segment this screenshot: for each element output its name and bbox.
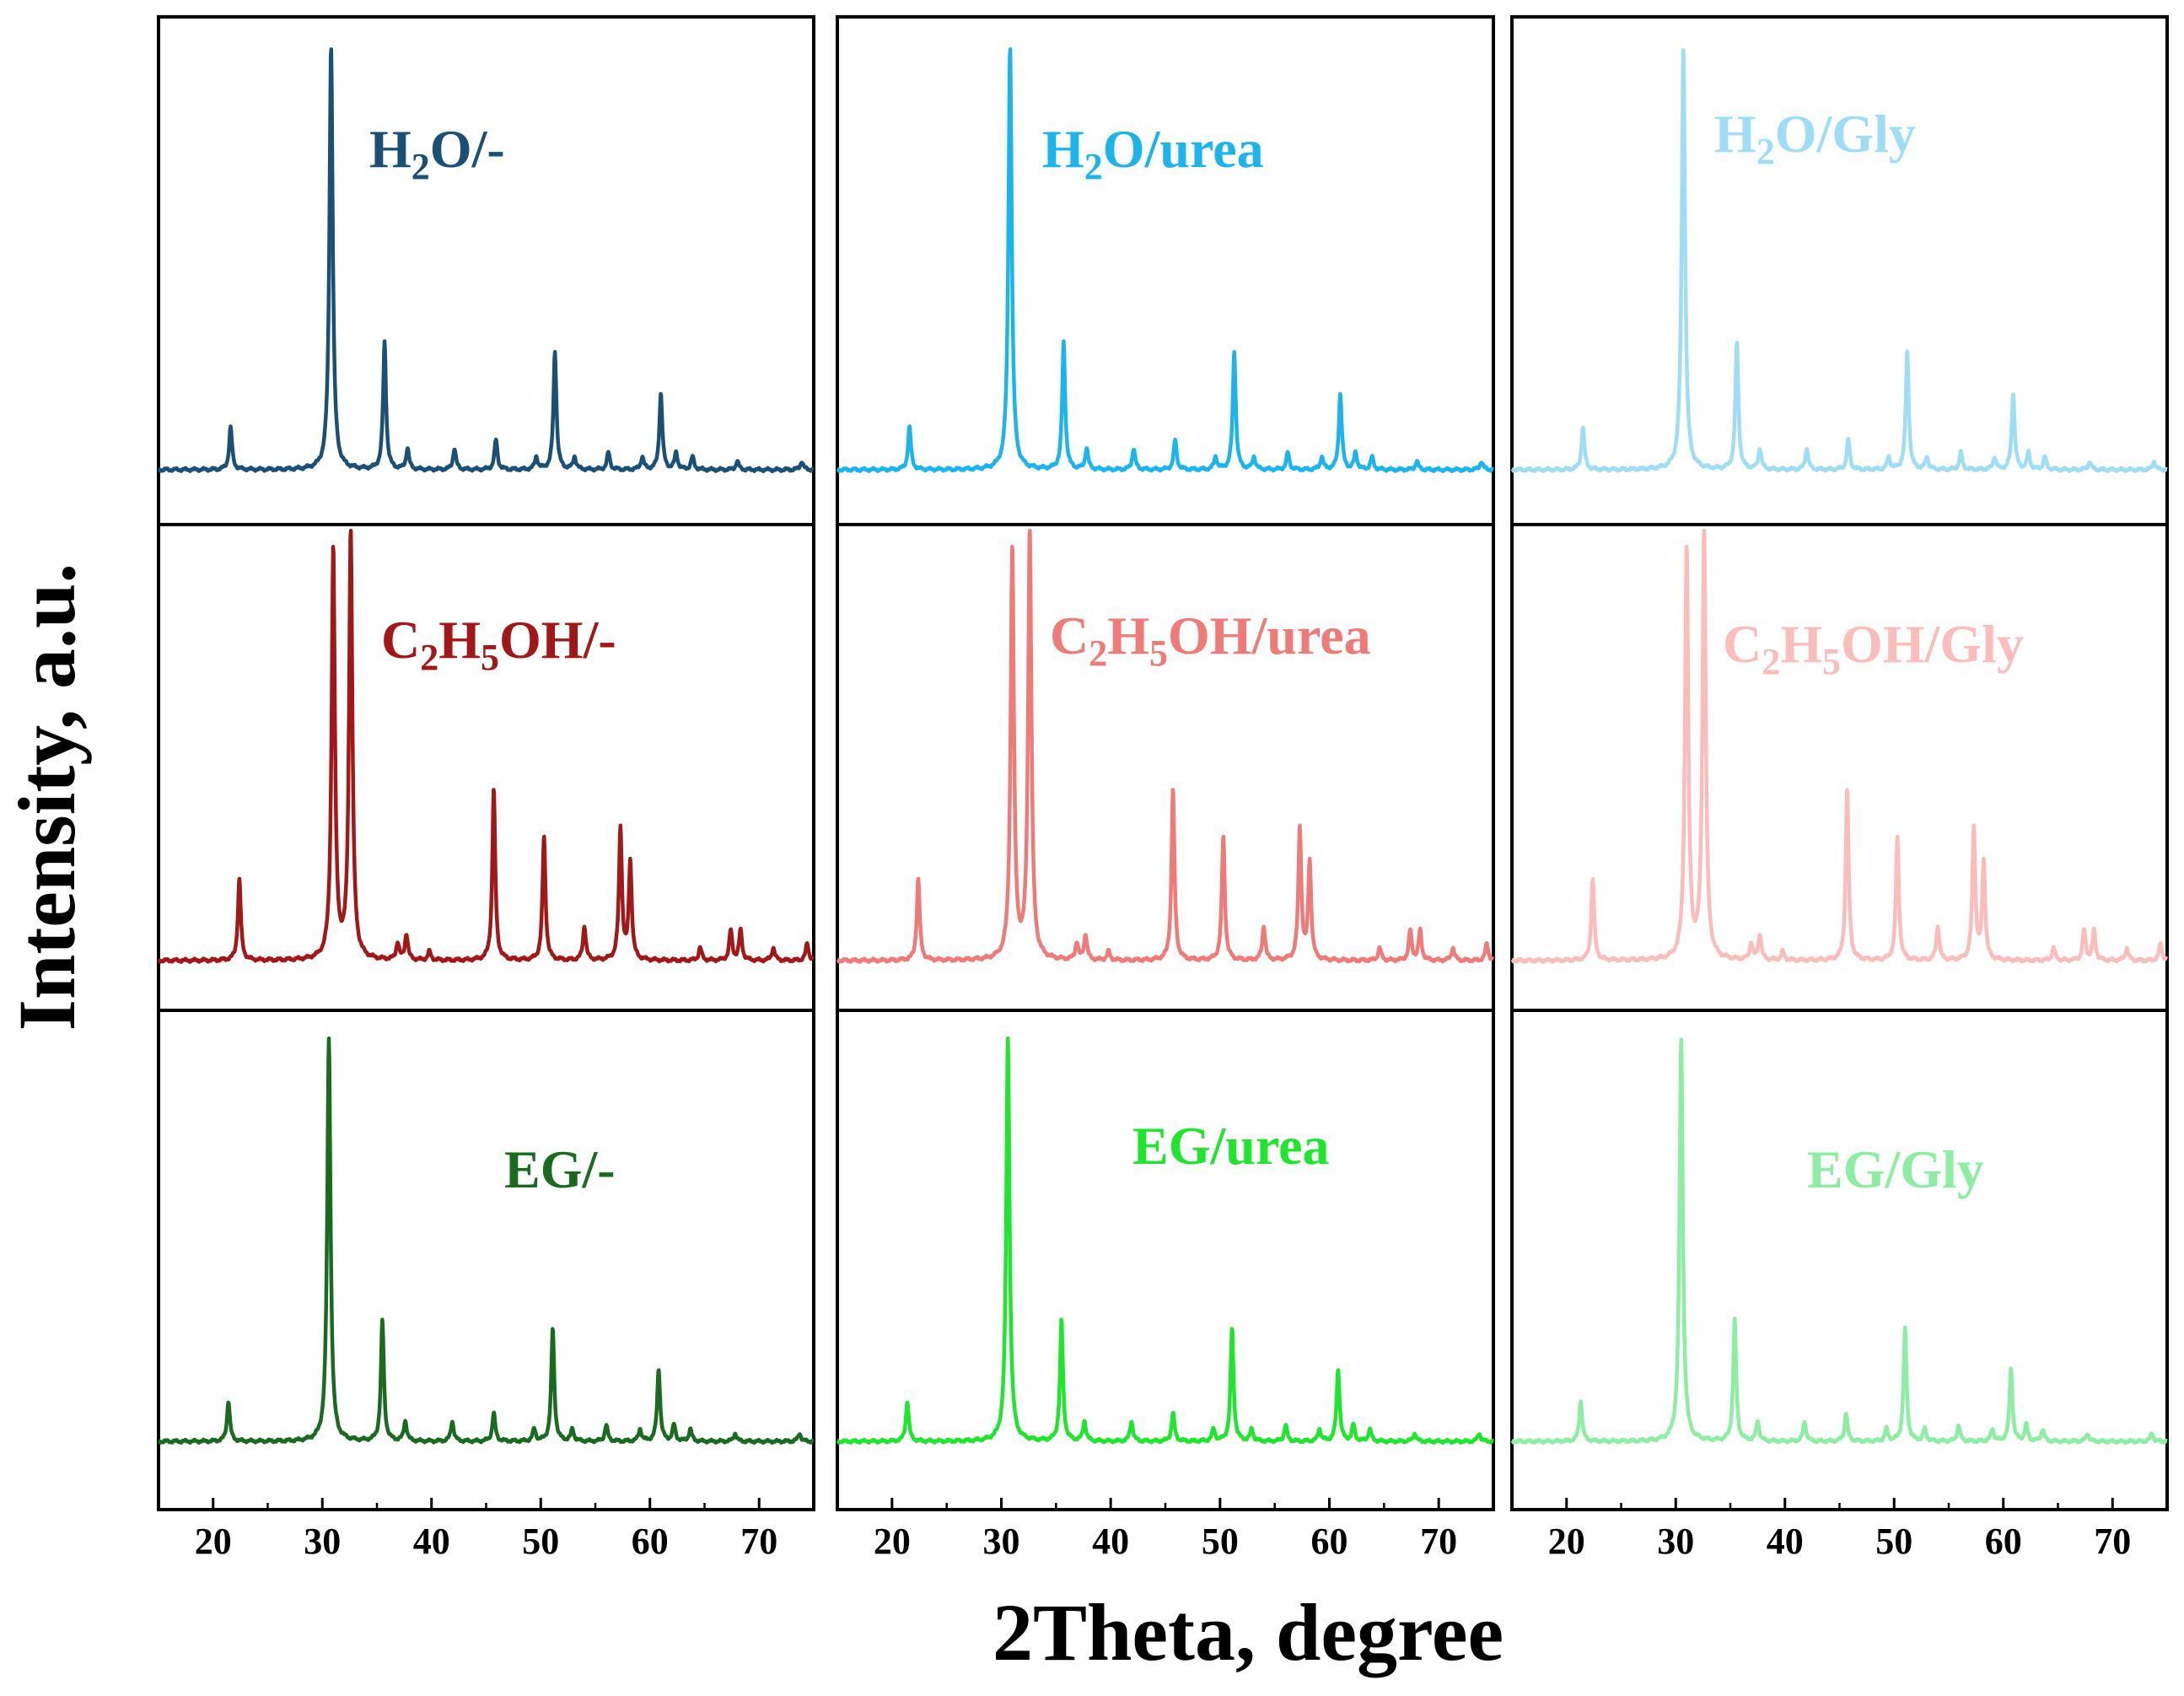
x-tick-label-0-20: 20: [195, 1521, 232, 1562]
x-tick-label-2-20: 20: [1548, 1521, 1585, 1562]
panel-frame-C2H5OH/Gly: [1510, 523, 2169, 1012]
panel-label-H2O/urea: H2O/urea: [1042, 119, 1264, 187]
panel-frames: [157, 15, 2169, 1511]
panel-label-C2H5OH/-: C2H5OH/-: [381, 610, 616, 678]
trace-C2H5OH/Gly: [1510, 528, 2169, 964]
panel-frame-EG/-: [157, 1009, 815, 1511]
x-tick-label-0-70: 70: [740, 1521, 777, 1562]
x-tick-label-0-60: 60: [632, 1521, 669, 1562]
x-tick-label-1-60: 60: [1311, 1521, 1348, 1562]
x-tick-label-1-30: 30: [983, 1521, 1020, 1562]
x-tick-label-2-30: 30: [1657, 1521, 1694, 1562]
panel-frame-H2O/-: [157, 15, 815, 526]
panel-label-H2O/Gly: H2O/Gly: [1714, 104, 1916, 172]
panel-labels: H2O/- H2O/urea H2O/Gly C2H5OH/- C2H5OH/urea C…: [369, 104, 2024, 1199]
panel-label-C2H5OH/urea: C2H5OH/urea: [1050, 606, 1371, 674]
panel-label-EG/urea: EG/urea: [1132, 1116, 1330, 1176]
panel-frame-H2O/Gly: [1510, 15, 2169, 526]
x-tick-label-0-30: 30: [304, 1521, 341, 1562]
x-tick-label-2-50: 50: [1875, 1521, 1912, 1562]
panel-frame-C2H5OH/-: [157, 523, 815, 1012]
y-axis-title: Intensity, a.u.: [2, 563, 92, 1031]
x-tick-label-2-70: 70: [2094, 1521, 2131, 1562]
panel-frame-EG/Gly: [1510, 1009, 2169, 1511]
trace-EG/urea: [836, 1036, 1495, 1446]
x-tick-label-0-50: 50: [522, 1521, 559, 1562]
x-tick-label-2-40: 40: [1767, 1521, 1804, 1562]
panel-label-EG/Gly: EG/Gly: [1807, 1139, 1984, 1199]
x-tick-label-0-40: 40: [413, 1521, 450, 1562]
x-axis-title: 2Theta, degree: [992, 1587, 1504, 1677]
x-tick-label-1-70: 70: [1420, 1521, 1457, 1562]
x-axis-ticks: 20 30 40 50 60 70 20 30 40 50 60 70 20 30 40 50 60 70: [157, 1498, 2169, 1562]
panel-frame-EG/urea: [836, 1009, 1495, 1511]
x-tick-label-1-50: 50: [1202, 1521, 1239, 1562]
trace-EG/-: [157, 1036, 815, 1446]
trace-H2O/urea: [836, 47, 1495, 474]
trace-C2H5OH/urea: [836, 528, 1495, 964]
diffraction-traces: [157, 47, 2169, 1446]
x-tick-label-1-20: 20: [874, 1521, 911, 1562]
panel-frame-C2H5OH/urea: [836, 523, 1495, 1012]
panel-label-H2O/-: H2O/-: [369, 119, 505, 187]
trace-H2O/-: [157, 47, 815, 474]
trace-EG/Gly: [1510, 1037, 2169, 1446]
x-tick-label-2-60: 60: [1985, 1521, 2022, 1562]
trace-H2O/Gly: [1510, 48, 2169, 474]
panel-label-EG/-: EG/-: [504, 1139, 616, 1199]
x-tick-label-1-40: 40: [1092, 1521, 1129, 1562]
trace-C2H5OH/-: [157, 528, 815, 964]
panel-label-C2H5OH/Gly: C2H5OH/Gly: [1723, 614, 2024, 682]
panel-frame-H2O/urea: [836, 15, 1495, 526]
